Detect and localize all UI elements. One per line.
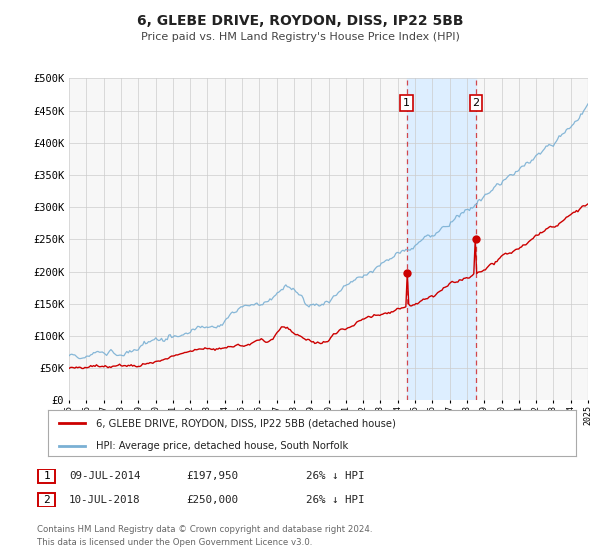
Text: 1: 1: [403, 98, 410, 108]
Text: HPI: Average price, detached house, South Norfolk: HPI: Average price, detached house, Sout…: [95, 441, 348, 451]
Text: 6, GLEBE DRIVE, ROYDON, DISS, IP22 5BB: 6, GLEBE DRIVE, ROYDON, DISS, IP22 5BB: [137, 14, 463, 28]
Text: 26% ↓ HPI: 26% ↓ HPI: [306, 471, 365, 481]
Bar: [407, 78, 476, 400]
Text: 1: 1: [43, 472, 50, 481]
Text: Price paid vs. HM Land Registry's House Price Index (HPI): Price paid vs. HM Land Registry's House …: [140, 32, 460, 42]
Text: 09-JUL-2014: 09-JUL-2014: [69, 471, 140, 481]
Text: £250,000: £250,000: [186, 494, 238, 505]
Text: Contains HM Land Registry data © Crown copyright and database right 2024.: Contains HM Land Registry data © Crown c…: [37, 525, 373, 534]
Text: 26% ↓ HPI: 26% ↓ HPI: [306, 494, 365, 505]
Text: This data is licensed under the Open Government Licence v3.0.: This data is licensed under the Open Gov…: [37, 538, 313, 547]
Text: 2: 2: [472, 98, 479, 108]
Bar: [588, 78, 596, 400]
Text: 10-JUL-2018: 10-JUL-2018: [69, 494, 140, 505]
Text: 6, GLEBE DRIVE, ROYDON, DISS, IP22 5BB (detached house): 6, GLEBE DRIVE, ROYDON, DISS, IP22 5BB (…: [95, 418, 395, 428]
Text: 2: 2: [43, 495, 50, 505]
Text: £197,950: £197,950: [186, 471, 238, 481]
